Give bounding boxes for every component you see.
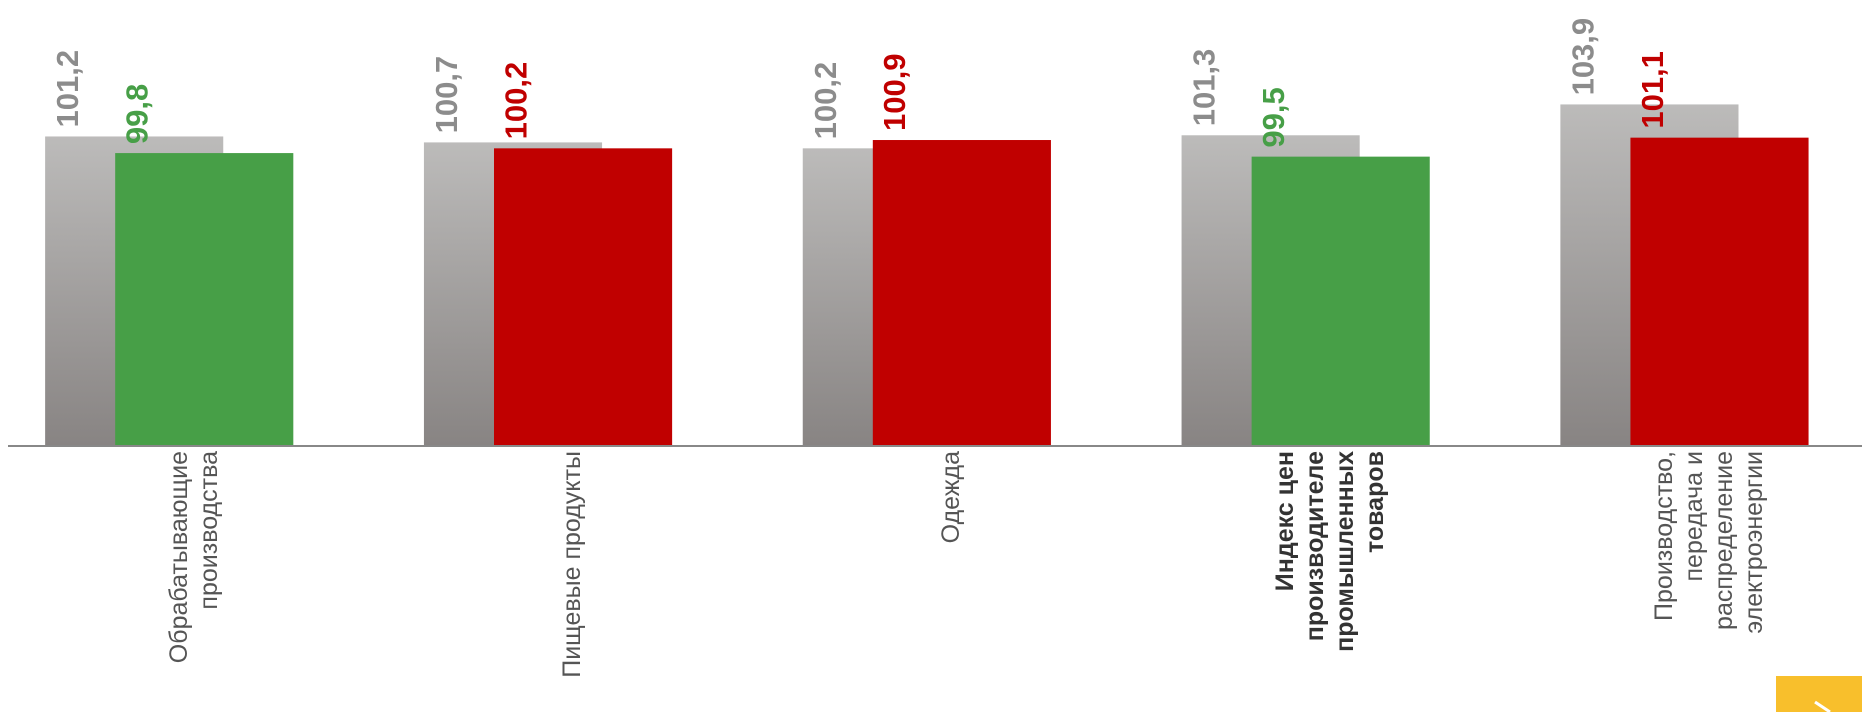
value-label: 100,9 (877, 53, 912, 131)
next-chevron (1814, 700, 1831, 712)
category-label: Производство, передача и распределение э… (1649, 451, 1768, 634)
bar (1251, 156, 1430, 445)
value-label: 100,7 (429, 56, 464, 134)
value-label: 99,5 (1256, 87, 1291, 147)
category-label: Пищевые продукты (558, 451, 587, 678)
bar (872, 140, 1051, 445)
value-label: 103,9 (1565, 18, 1600, 96)
bar (115, 153, 294, 445)
category-label: Индекс цен производителе промышленных то… (1271, 451, 1389, 652)
category-label: Обрабатывающие производства (164, 451, 223, 664)
value-label: 101,3 (1187, 49, 1222, 127)
value-label: 99,8 (120, 84, 155, 144)
value-label: 100,2 (498, 62, 533, 140)
bar (1630, 137, 1809, 446)
value-label: 100,2 (808, 62, 843, 140)
bar (494, 148, 673, 446)
value-label: 101,1 (1635, 51, 1670, 129)
next-button[interactable] (1776, 676, 1862, 712)
value-label: 101,2 (50, 50, 85, 128)
category-label: Одежда (937, 451, 966, 544)
